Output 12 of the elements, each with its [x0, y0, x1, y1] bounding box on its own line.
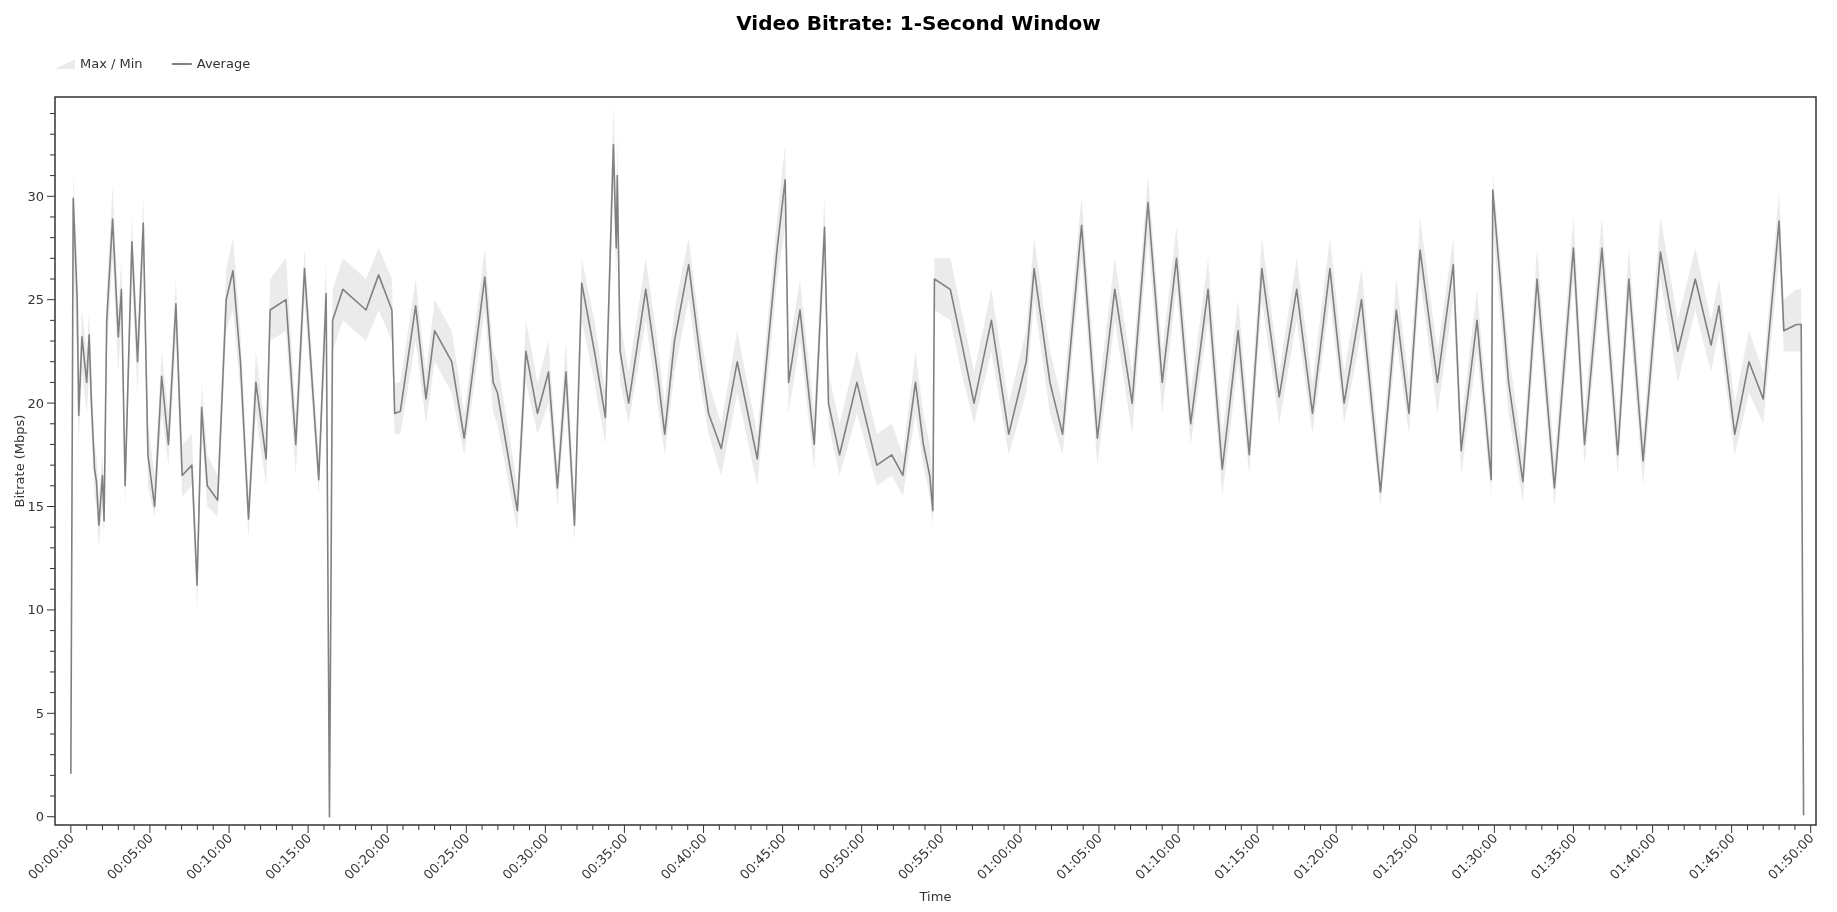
y-tick-label: 10 [27, 602, 44, 618]
legend-label: Average [196, 56, 251, 71]
y-tick-label: 15 [27, 499, 44, 514]
text: Max / Min [80, 56, 143, 71]
y-tick-label: 30 [27, 188, 44, 204]
y-tick-label: 20 [27, 395, 44, 411]
y-tick-label: 0 [35, 809, 44, 825]
y-axis-title: Bitrate (Mbps) [12, 414, 27, 508]
y-tick-label: 5 [35, 705, 44, 721]
y-tick-label: 25 [27, 292, 44, 308]
x-axis-title: Time [918, 889, 952, 904]
chart-title: Video Bitrate: 1-Second Window [736, 11, 1101, 35]
